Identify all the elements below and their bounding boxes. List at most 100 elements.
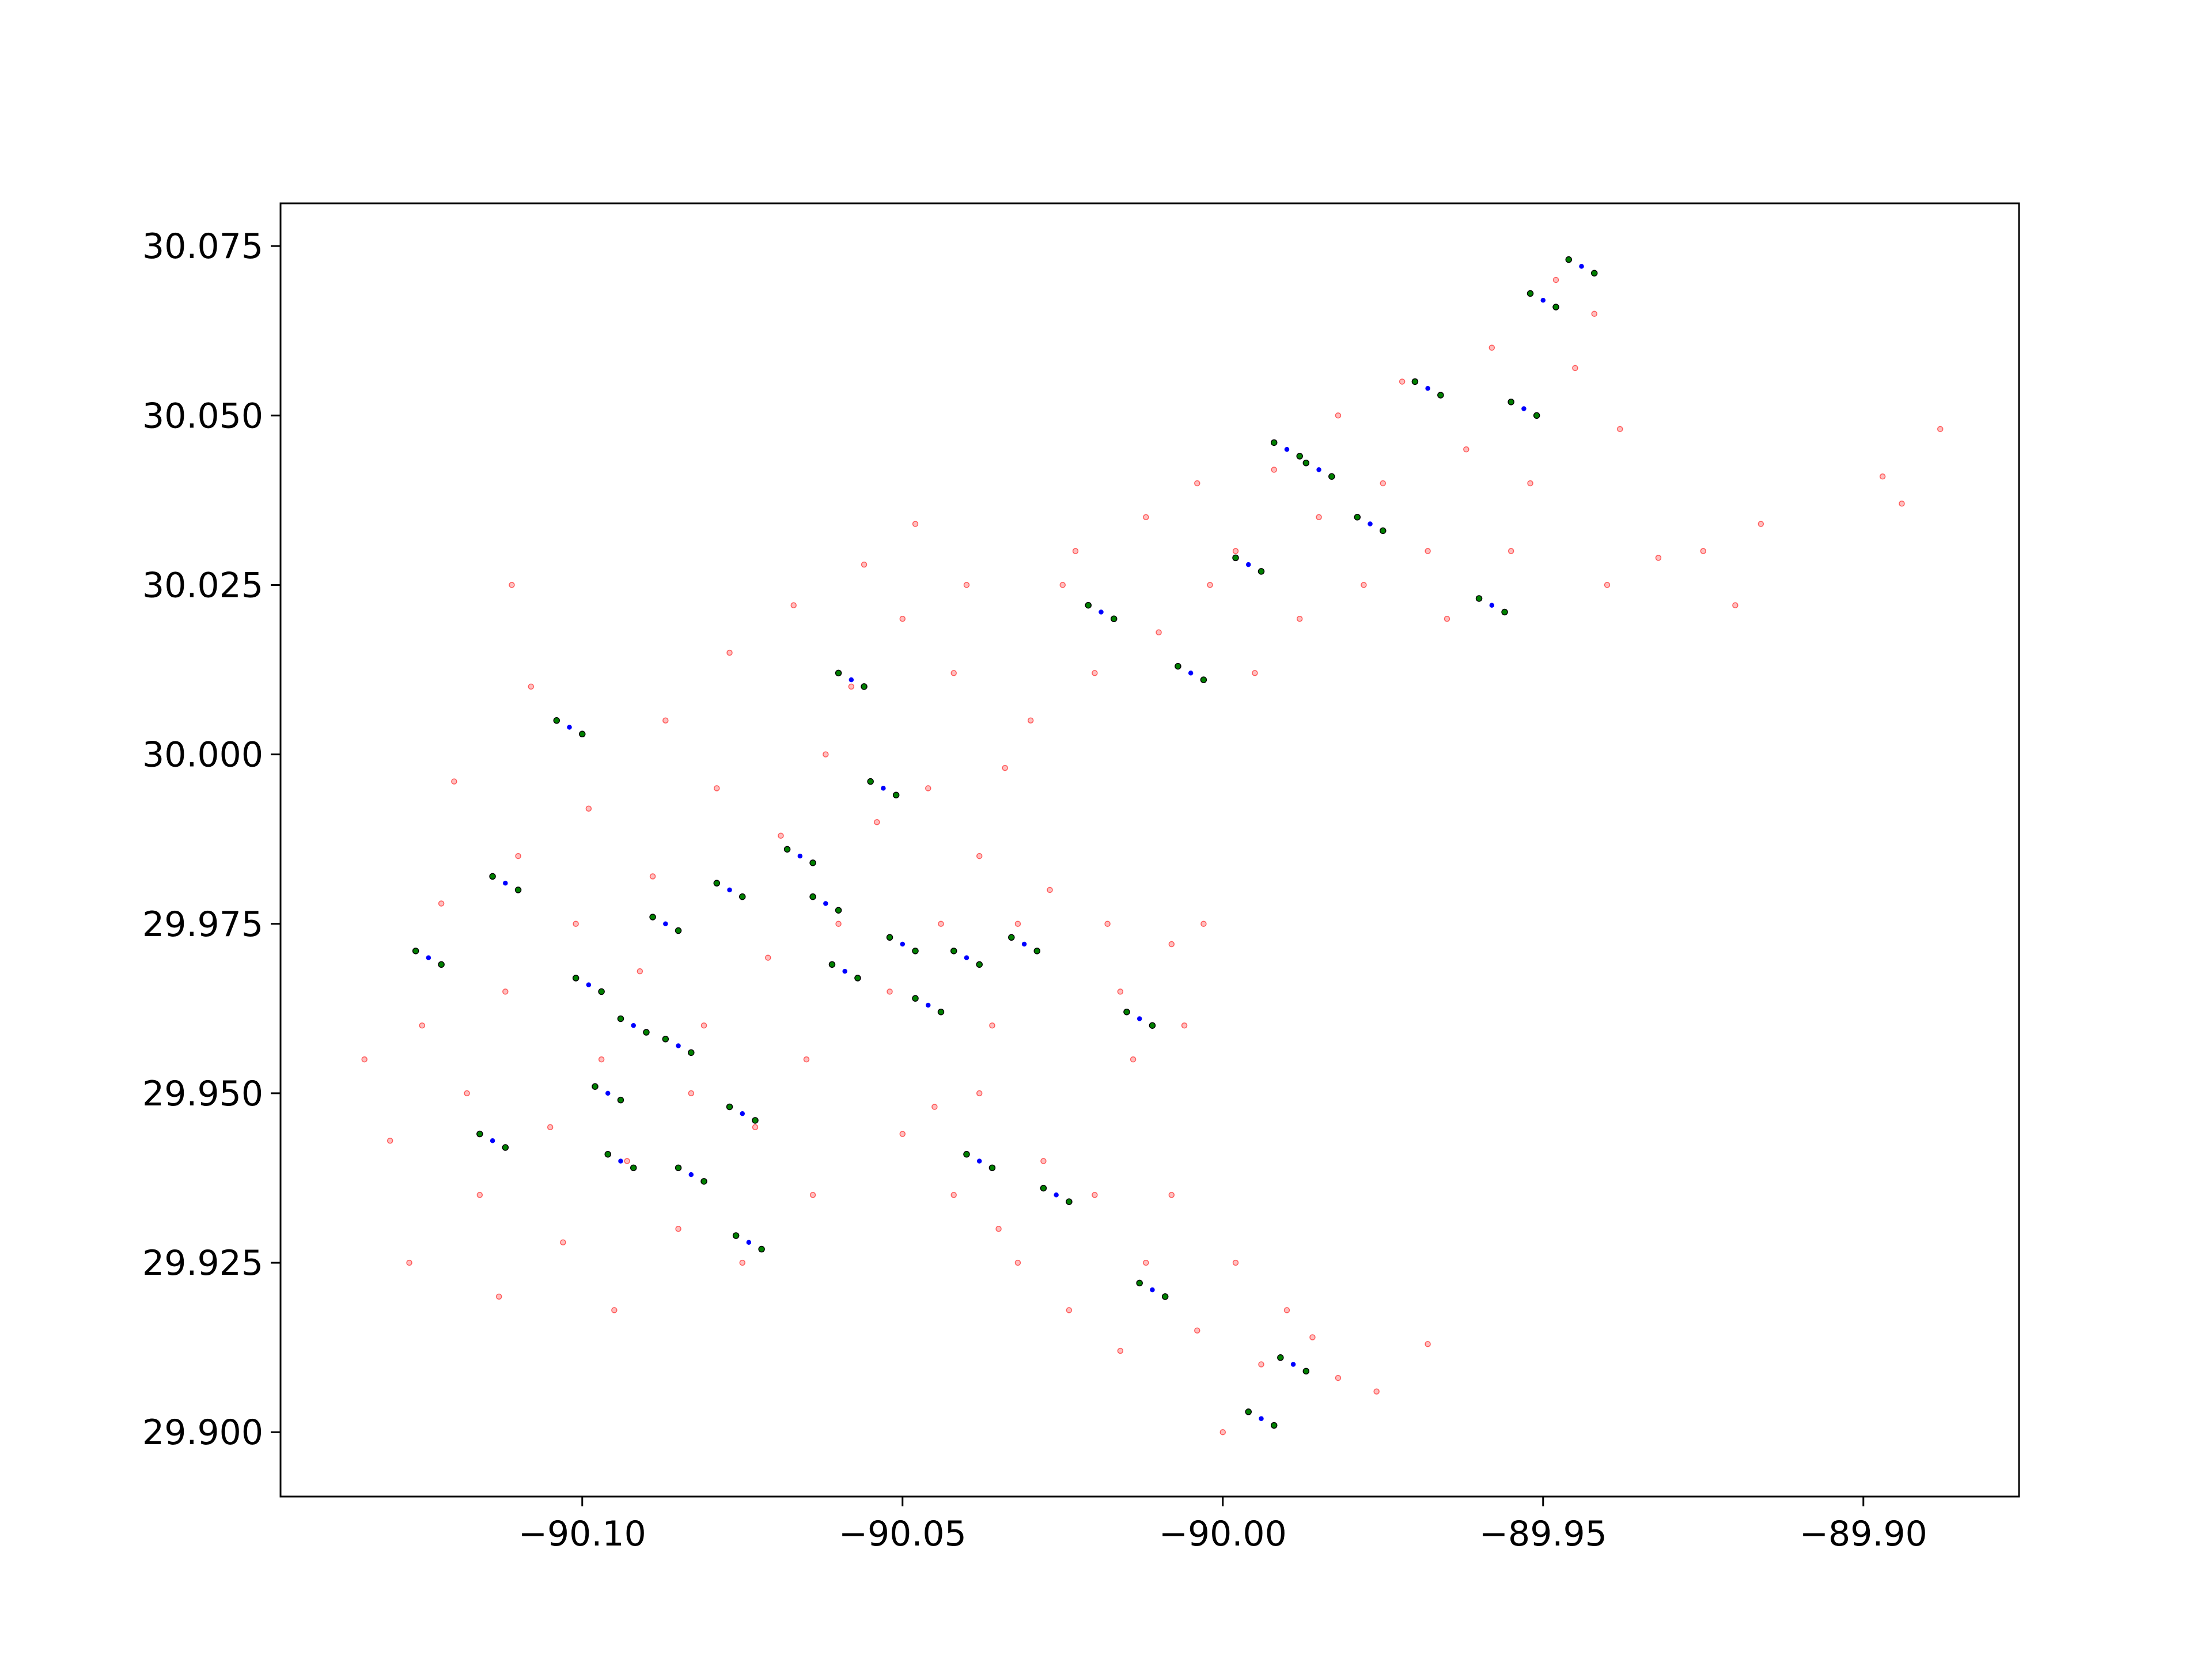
scatter-point (809, 1192, 816, 1198)
y-tick-label: 30.050 (142, 396, 263, 436)
x-tick-label: −90.00 (1159, 1514, 1287, 1554)
scatter-point (899, 616, 906, 622)
scatter-point (809, 859, 816, 866)
scatter-point (1092, 1192, 1098, 1198)
scatter-point (1066, 1307, 1073, 1313)
scatter-point (688, 1049, 695, 1056)
scatter-point (778, 832, 784, 839)
scatter-point (1335, 1374, 1342, 1381)
scatter-point (585, 805, 592, 812)
scatter-point (514, 887, 522, 893)
scatter-point (1489, 603, 1495, 608)
scatter-point (828, 961, 836, 968)
scatter-point (573, 921, 579, 927)
scatter-point (848, 683, 855, 690)
scatter-point (886, 934, 893, 941)
scatter-point (861, 561, 868, 568)
scatter-point (1200, 921, 1207, 927)
scatter-point (925, 785, 931, 791)
scatter-point (1354, 514, 1361, 521)
axes-frame (279, 202, 2020, 1498)
scatter-point (752, 1124, 759, 1130)
scatter-point (887, 988, 893, 995)
scatter-point (809, 893, 816, 900)
scatter-point (790, 602, 797, 608)
scatter-point (1425, 1341, 1431, 1347)
scatter-point (1188, 671, 1194, 676)
scatter-point (1758, 521, 1764, 527)
scatter-point (783, 846, 791, 853)
scatter-point (412, 948, 419, 955)
scatter-point (649, 914, 656, 921)
scatter-point (1150, 1287, 1155, 1293)
scatter-point (643, 1029, 650, 1036)
scatter-point (586, 982, 592, 987)
scatter-point (854, 975, 861, 982)
scatter-point (1245, 562, 1251, 567)
scatter-point (476, 1130, 483, 1138)
scatter-point (727, 887, 732, 893)
scatter-point (1168, 1192, 1175, 1198)
scatter-point (438, 961, 445, 968)
scatter-point (1047, 887, 1053, 893)
scatter-point (637, 968, 643, 975)
scatter-point (631, 1022, 636, 1028)
scatter-point (1002, 764, 1008, 771)
scatter-point (617, 1015, 624, 1022)
scatter-point (976, 1090, 983, 1097)
x-tick-label: −89.90 (1800, 1514, 1927, 1554)
scatter-point (1130, 1056, 1137, 1063)
scatter-point (823, 901, 828, 906)
scatter-point (1258, 1361, 1264, 1368)
scatter-point (624, 1158, 630, 1164)
scatter-point (1027, 717, 1034, 724)
scatter-point (963, 582, 970, 588)
x-tick-label: −90.05 (839, 1514, 967, 1554)
scatter-point (1316, 467, 1321, 472)
scatter-point (700, 1178, 707, 1185)
scatter-point (1033, 948, 1041, 955)
scatter-point (547, 1124, 554, 1130)
scatter-point (1552, 276, 1559, 283)
scatter-point (963, 1151, 970, 1158)
y-tick-label: 29.900 (142, 1412, 263, 1453)
scatter-point (1099, 609, 1104, 615)
scatter-point (1335, 412, 1342, 419)
scatter-point (1271, 467, 1277, 473)
scatter-point (1149, 1022, 1156, 1029)
scatter-point (1444, 616, 1450, 622)
scatter-point (950, 670, 957, 676)
scatter-point (892, 791, 900, 798)
scatter-point (732, 1232, 740, 1239)
scatter-point (1475, 595, 1483, 602)
scatter-point (1066, 1198, 1073, 1205)
scatter-point (604, 1151, 611, 1158)
scatter-point (726, 649, 733, 656)
scatter-point (950, 948, 957, 955)
scatter-point (797, 853, 803, 859)
scatter-point (490, 1138, 495, 1143)
scatter-point (739, 1259, 746, 1266)
scatter-point (1591, 310, 1597, 317)
scatter-point (874, 819, 880, 825)
scatter-point (1411, 378, 1419, 385)
scatter-point (1533, 412, 1540, 419)
scatter-point (663, 921, 668, 927)
scatter-point (1284, 446, 1290, 452)
scatter-point (976, 1158, 982, 1164)
scatter-point (912, 521, 919, 527)
scatter-point (560, 1239, 566, 1246)
scatter-point (1565, 256, 1573, 263)
scatter-point (1143, 514, 1149, 521)
scatter-point (419, 1022, 426, 1029)
scatter-point (592, 1083, 599, 1090)
y-tick-label: 29.925 (142, 1243, 263, 1283)
scatter-point (675, 1225, 681, 1232)
scatter-point (835, 669, 842, 677)
scatter-point (1296, 453, 1303, 460)
scatter-point (1380, 480, 1387, 487)
scatter-point (1302, 1368, 1310, 1375)
scatter-point (1117, 1347, 1124, 1354)
scatter-point (1136, 1279, 1143, 1287)
